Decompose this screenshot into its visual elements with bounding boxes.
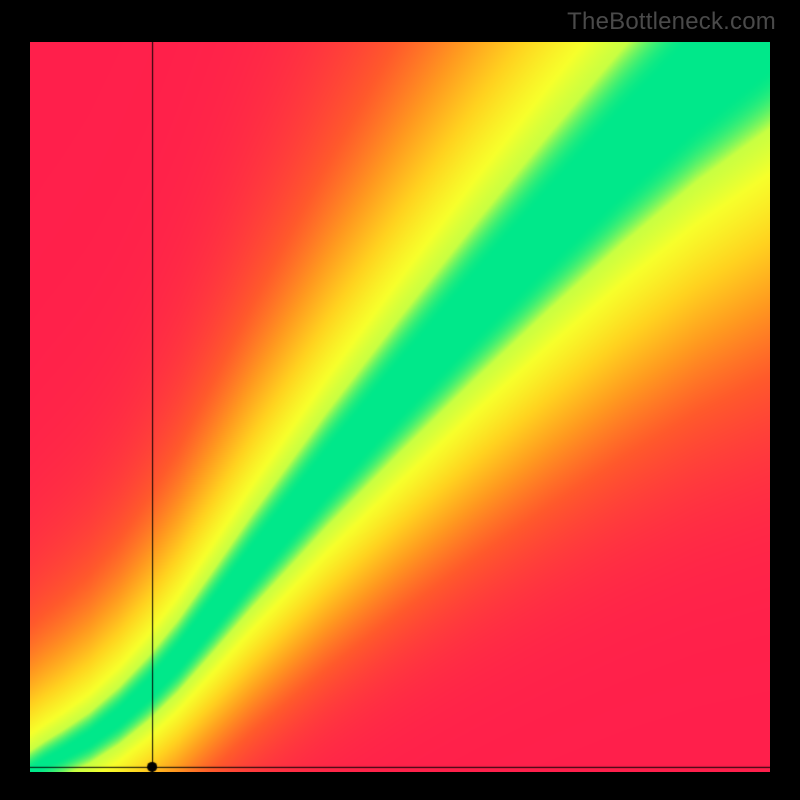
heatmap-canvas [30,42,770,772]
chart-container: TheBottleneck.com [0,0,800,800]
watermark-text: TheBottleneck.com [567,8,776,36]
heatmap-plot [30,42,770,772]
